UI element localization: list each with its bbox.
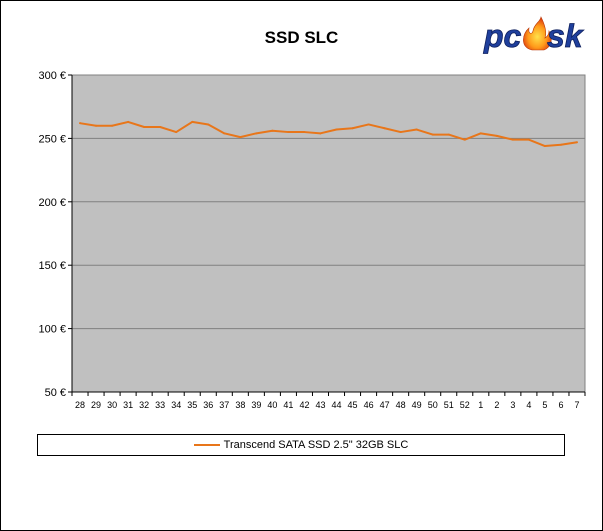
data-point [159, 125, 162, 128]
data-point [367, 123, 370, 126]
x-tick-label: 33 [155, 400, 165, 410]
data-point [287, 131, 290, 134]
data-point [543, 145, 546, 148]
data-point [255, 132, 258, 135]
x-tick-label: 44 [332, 400, 342, 410]
data-point [559, 143, 562, 146]
x-tick-label: 35 [187, 400, 197, 410]
x-tick-label: 29 [91, 400, 101, 410]
x-tick-label: 48 [396, 400, 406, 410]
legend-swatch [193, 444, 220, 446]
legend: Transcend SATA SSD 2.5" 32GB SLC [37, 434, 565, 456]
y-tick-label: 300 € [38, 70, 66, 82]
x-tick-label: 3 [510, 400, 515, 410]
x-tick-label: 40 [267, 400, 277, 410]
data-point [143, 125, 146, 128]
x-tick-label: 28 [75, 400, 85, 410]
x-tick-label: 34 [171, 400, 181, 410]
data-point [527, 138, 530, 141]
x-tick-label: 5 [542, 400, 547, 410]
x-tick-label: 2 [494, 400, 499, 410]
data-point [495, 134, 498, 137]
data-point [175, 131, 178, 134]
x-tick-label: 7 [574, 400, 579, 410]
data-point [351, 127, 354, 130]
data-point [303, 131, 306, 134]
x-tick-label: 52 [460, 400, 470, 410]
data-point [383, 127, 386, 130]
x-tick-label: 42 [299, 400, 309, 410]
x-tick-label: 4 [526, 400, 531, 410]
data-point [511, 138, 514, 141]
chart-title: SSD SLC [264, 28, 339, 47]
x-tick-label: 43 [315, 400, 325, 410]
svg-text:pc: pc [483, 18, 522, 54]
data-point [127, 120, 130, 123]
y-tick-label: 150 € [38, 260, 66, 272]
data-point [335, 128, 338, 131]
data-point [271, 129, 274, 132]
data-point [415, 128, 418, 131]
data-point [79, 122, 82, 125]
x-tick-label: 36 [203, 400, 213, 410]
x-tick-label: 47 [380, 400, 390, 410]
data-point [479, 132, 482, 135]
data-point [207, 123, 210, 126]
legend-label: Transcend SATA SSD 2.5" 32GB SLC [223, 439, 409, 451]
x-tick-label: 51 [444, 400, 454, 410]
x-tick-label: 39 [251, 400, 261, 410]
y-tick-label: 250 € [38, 133, 66, 145]
plot-area [71, 74, 586, 393]
x-tick-label: 41 [283, 400, 293, 410]
data-point [575, 141, 578, 144]
data-point [319, 132, 322, 135]
data-point [95, 124, 98, 127]
data-point [239, 136, 242, 139]
x-tick-label: 45 [348, 400, 358, 410]
x-tick-label: 6 [558, 400, 563, 410]
x-tick-label: 38 [235, 400, 245, 410]
y-tick-label: 200 € [38, 197, 66, 209]
x-tick-label: 1 [478, 400, 483, 410]
y-tick-label: 50 € [45, 387, 66, 399]
svg-text:sk: sk [547, 18, 585, 54]
data-point [399, 131, 402, 134]
data-point [223, 132, 226, 135]
pctuning-logo: pc sk [483, 16, 585, 54]
data-point [463, 138, 466, 141]
data-point [191, 120, 194, 123]
x-tick-label: 30 [107, 400, 117, 410]
y-tick-label: 100 € [38, 324, 66, 336]
x-tick-label: 49 [412, 400, 422, 410]
x-tick-label: 50 [428, 400, 438, 410]
data-point [111, 124, 114, 127]
x-tick-label: 37 [219, 400, 229, 410]
x-tick-label: 31 [123, 400, 133, 410]
series-line [79, 120, 578, 148]
data-point [447, 133, 450, 136]
data-point [431, 133, 434, 136]
x-tick-label: 46 [364, 400, 374, 410]
x-tick-label: 32 [139, 400, 149, 410]
